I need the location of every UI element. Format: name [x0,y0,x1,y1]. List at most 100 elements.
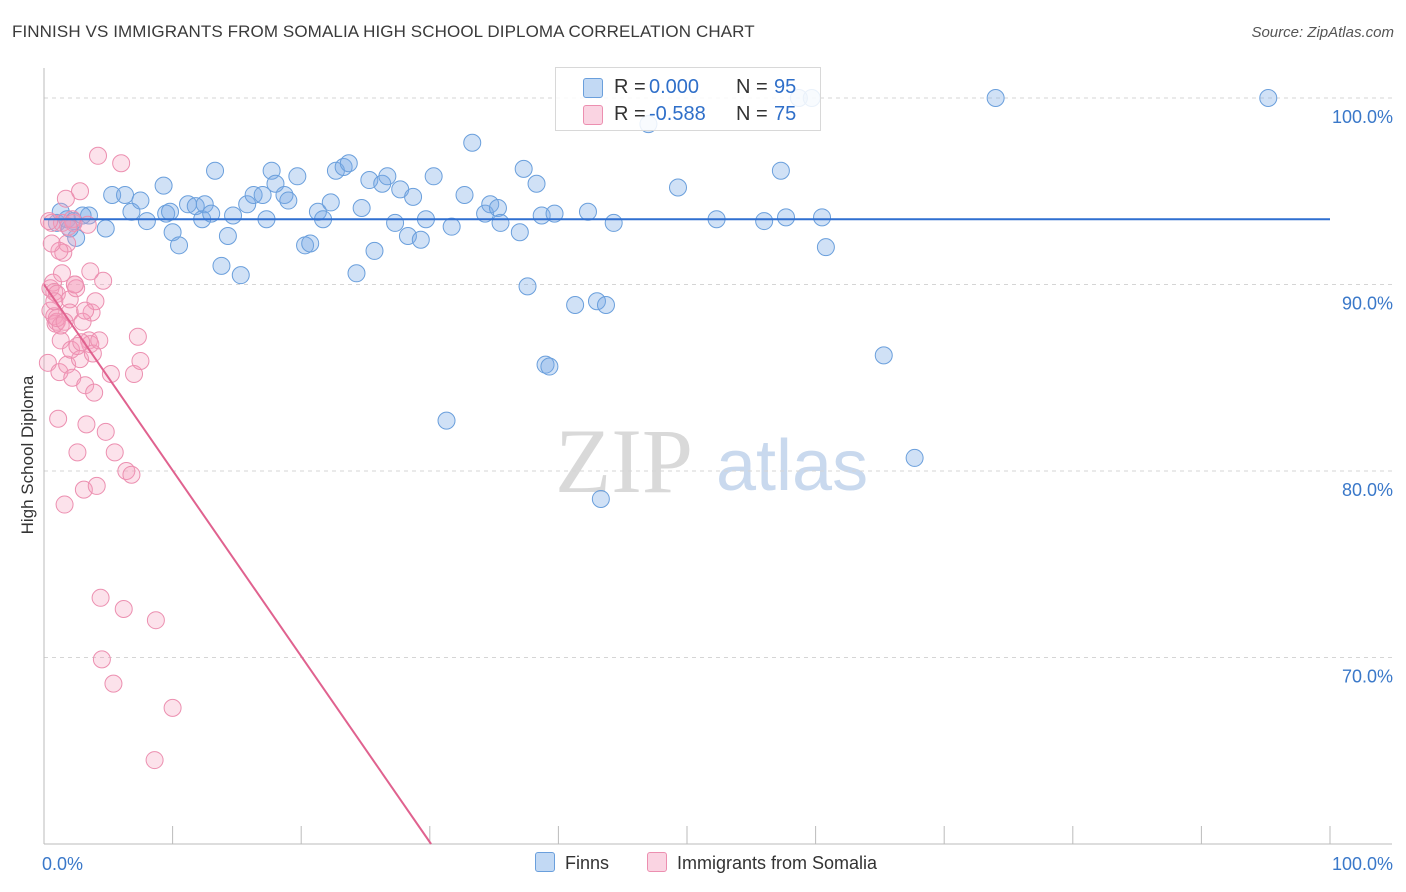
somalia-point [87,476,106,495]
finns-point [455,185,474,204]
finns-point [566,295,585,314]
axes [43,68,1392,845]
finns-point [596,295,615,314]
y-tick-labels: 100.0% 90.0% 80.0% 70.0% [1332,107,1393,687]
x-tick-label: 0.0% [42,854,83,874]
finns-point [154,176,173,195]
finns-point [527,174,546,193]
y-tick-label: 70.0% [1342,666,1393,686]
finns-point [231,266,250,285]
somalia-point [76,301,95,320]
finns-point [437,411,456,430]
somalia-point [85,383,104,402]
finns-point [777,208,796,227]
finns-point [771,161,790,180]
n-label: N = [736,76,768,98]
somalia-points [38,146,182,770]
somalia-point [94,271,113,290]
somalia-point [76,376,95,395]
somalia-point [96,422,115,441]
finns-point [186,197,205,216]
somalia-point [81,262,100,281]
finns-point [1259,88,1278,107]
finns-point [545,204,564,223]
somalia-trend-line [43,283,432,845]
somalia-point [105,443,124,462]
finns-point [347,264,366,283]
somalia-point [146,611,165,630]
finns-point [352,199,371,218]
finns-point [813,208,832,227]
r-label: R = [614,103,646,125]
finns-point [161,202,180,221]
somalia-point [59,217,78,236]
finns-point [491,213,510,232]
somalia-point [122,465,141,484]
somalia-point [131,351,150,370]
finns-point [424,167,443,186]
finns-point [279,191,298,210]
finns-point [218,226,237,245]
somalia-point [128,327,147,346]
somalia-point [51,331,70,350]
finns-point [301,234,320,253]
correlation-legend: R = 0.000 N = 95 R = -0.588 N = 75 [555,67,821,131]
somalia-point [92,650,111,669]
finns-point [339,154,358,173]
somalia-legend-swatch [647,852,667,872]
somalia-point [114,600,133,619]
r-label: R = [614,76,646,98]
y-tick-label: 100.0% [1332,107,1393,127]
finns-point [986,88,1005,107]
y-tick-label: 80.0% [1342,480,1393,500]
somalia-point [112,154,131,173]
somalia-point [145,751,164,770]
finns-point [365,241,384,260]
finns-point [755,212,774,231]
legend-item-finns[interactable]: Finns [535,852,609,874]
somalia-point [82,303,101,322]
finns-point [816,238,835,257]
n-value: 75 [774,103,797,125]
somalia-point [73,312,92,331]
somalia-point [71,182,90,201]
source-label: Source: ZipAtlas.com [1251,24,1394,41]
legend-row-somalia: R = -0.588 N = 75 [556,101,820,129]
finns-point [540,357,559,376]
finns-point [195,195,214,214]
somalia-point [68,443,87,462]
finns-point [463,133,482,152]
somalia-point [72,333,91,352]
finns-point [224,206,243,225]
finns-point [163,223,182,242]
finns-point [510,223,529,242]
finns-point [321,193,340,212]
somalia-point [49,409,68,428]
gridlines [44,97,1392,658]
somalia-point [50,241,69,260]
x-tick-labels: 0.0% 100.0% [42,854,1393,874]
somalia-point [53,264,72,283]
finns-point [238,195,257,214]
somalia-point [65,275,84,294]
somalia-point [90,331,109,350]
finns-point [591,489,610,508]
somalia-point [125,365,144,384]
finns-point [386,213,405,232]
finns-point [404,187,423,206]
somalia-point [40,212,59,231]
n-label: N = [736,103,768,125]
somalia-point [55,495,74,514]
somalia-point [86,292,105,311]
legend-item-somalia[interactable]: Immigrants from Somalia [647,852,877,874]
finns-point [170,236,189,255]
x-tick-label: 100.0% [1332,854,1393,874]
somalia-swatch [583,105,603,125]
finns-point [578,202,597,221]
finns-point [378,167,397,186]
r-value: 0.000 [649,76,700,98]
somalia-point [56,189,75,208]
y-tick-label: 90.0% [1342,293,1393,313]
somalia-point [104,674,123,693]
